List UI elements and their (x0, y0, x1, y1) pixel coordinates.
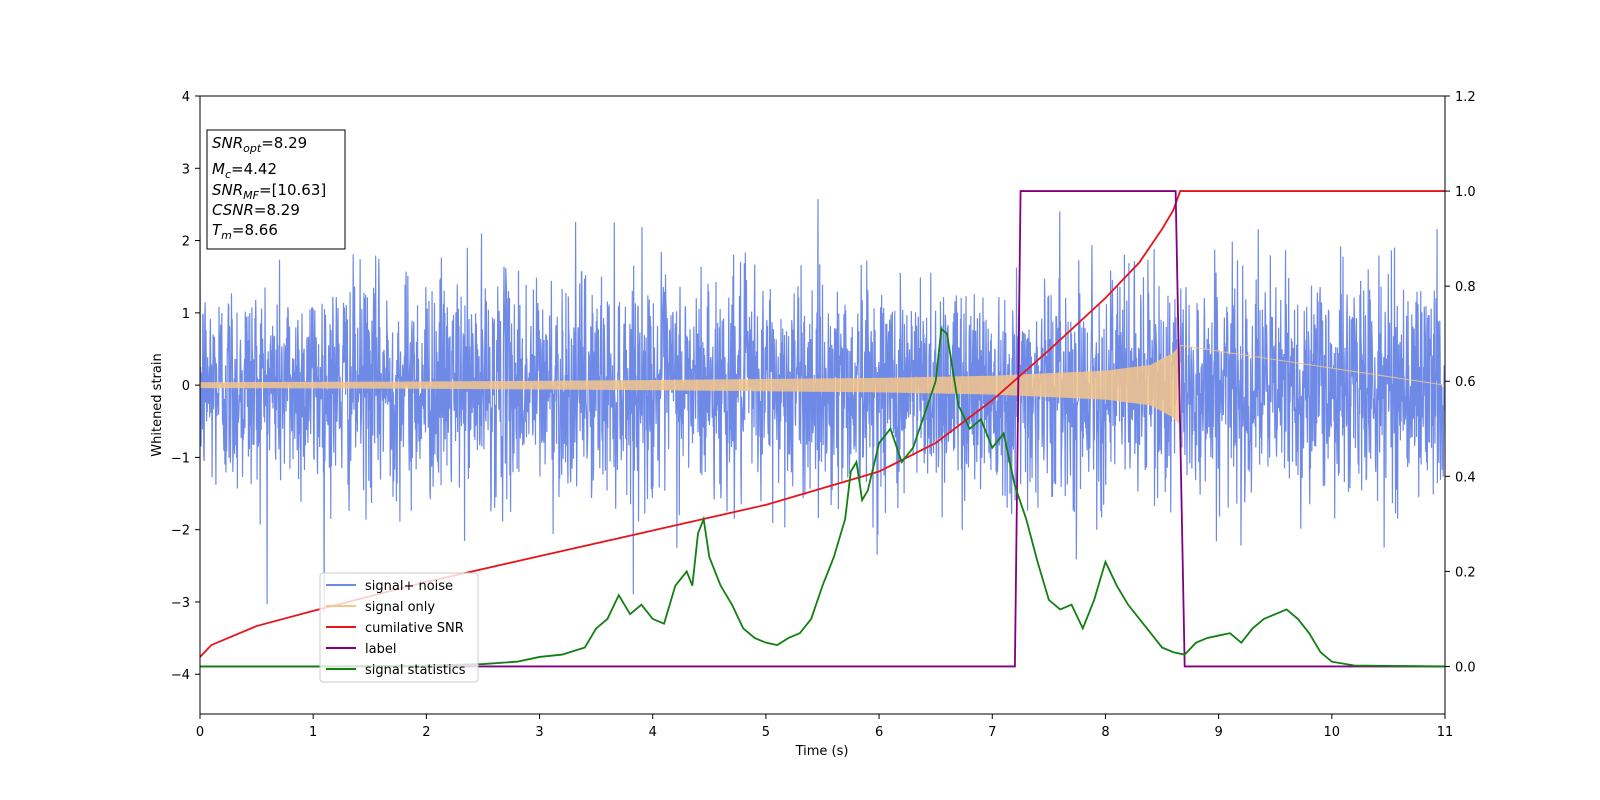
y-axis-label: Whitened strain (150, 353, 165, 456)
x-tick-label: 6 (875, 725, 883, 740)
x-tick-label: 9 (1214, 725, 1222, 740)
legend-label-signal-statistics: signal statistics (365, 663, 466, 678)
annotation-line: Tm=8.66 (212, 221, 278, 242)
annotation-line: Mc=4.42 (212, 160, 277, 181)
x-tick-label: 11 (1437, 725, 1454, 740)
y2-tick-label: 0.8 (1455, 280, 1476, 295)
y2-tick-label: 1.0 (1455, 185, 1476, 200)
series-layer (200, 190, 1445, 668)
y-axis-left: −4 −3 −2 −1 0 1 2 3 4 (171, 90, 200, 683)
series-line-label (200, 190, 1445, 668)
legend: signal+ noise signal only cumilative SNR la… (319, 572, 479, 683)
y-tick-label: −3 (171, 596, 190, 611)
y-tick-label: 0 (182, 379, 190, 394)
legend-label-signal-noise: signal+ noise (365, 579, 453, 594)
y-tick-label: 3 (182, 162, 190, 177)
annotation-line: SNRMF=[10.63] (212, 181, 326, 202)
annotation-line: SNRopt=8.29 (212, 134, 307, 155)
y2-tick-label: 1.2 (1455, 90, 1476, 105)
x-tick-label: 10 (1324, 725, 1341, 740)
x-tick-label: 1 (309, 725, 317, 740)
x-axis: 0 1 2 3 4 5 6 7 8 9 10 11 (196, 714, 1453, 740)
x-tick-label: 4 (649, 725, 657, 740)
x-tick-label: 7 (988, 725, 996, 740)
x-axis-label: Time (s) (795, 744, 849, 759)
y2-tick-label: 0.2 (1455, 565, 1476, 580)
y-tick-label: 2 (182, 235, 190, 250)
x-tick-label: 5 (762, 725, 770, 740)
series-line-signal-statistics (200, 327, 1445, 668)
x-tick-label: 8 (1101, 725, 1109, 740)
series-line-signal-only (200, 344, 1445, 425)
y2-tick-label: 0.4 (1455, 470, 1476, 485)
series-line-cumilative-snr (200, 190, 1445, 658)
legend-label-label: label (365, 642, 396, 657)
annotation-box: SNRopt=8.29 Mc=4.42SNRMF=[10.63]CSNR=8.29… (206, 129, 346, 250)
y-tick-label: 4 (182, 90, 190, 105)
y-tick-label: −1 (171, 451, 190, 466)
y-tick-label: −2 (171, 524, 190, 539)
x-tick-label: 0 (196, 725, 204, 740)
annotation-line: CSNR=8.29 (212, 201, 300, 219)
x-tick-label: 2 (422, 725, 430, 740)
series-line-signal-noise (200, 199, 1445, 613)
y2-tick-label: 0.6 (1455, 375, 1476, 390)
x-tick-label: 3 (535, 725, 543, 740)
plot-frame (199, 95, 1446, 715)
y-axis-right: 0.0 0.2 0.4 0.6 0.8 1.0 1.2 (1445, 90, 1476, 675)
y2-tick-label: 0.0 (1455, 660, 1476, 675)
y-tick-label: −4 (171, 668, 190, 683)
y-tick-label: 1 (182, 307, 190, 322)
legend-label-signal-only: signal only (365, 600, 435, 615)
legend-label-cumilative-snr: cumilative SNR (365, 621, 464, 636)
legend-frame (319, 572, 479, 683)
